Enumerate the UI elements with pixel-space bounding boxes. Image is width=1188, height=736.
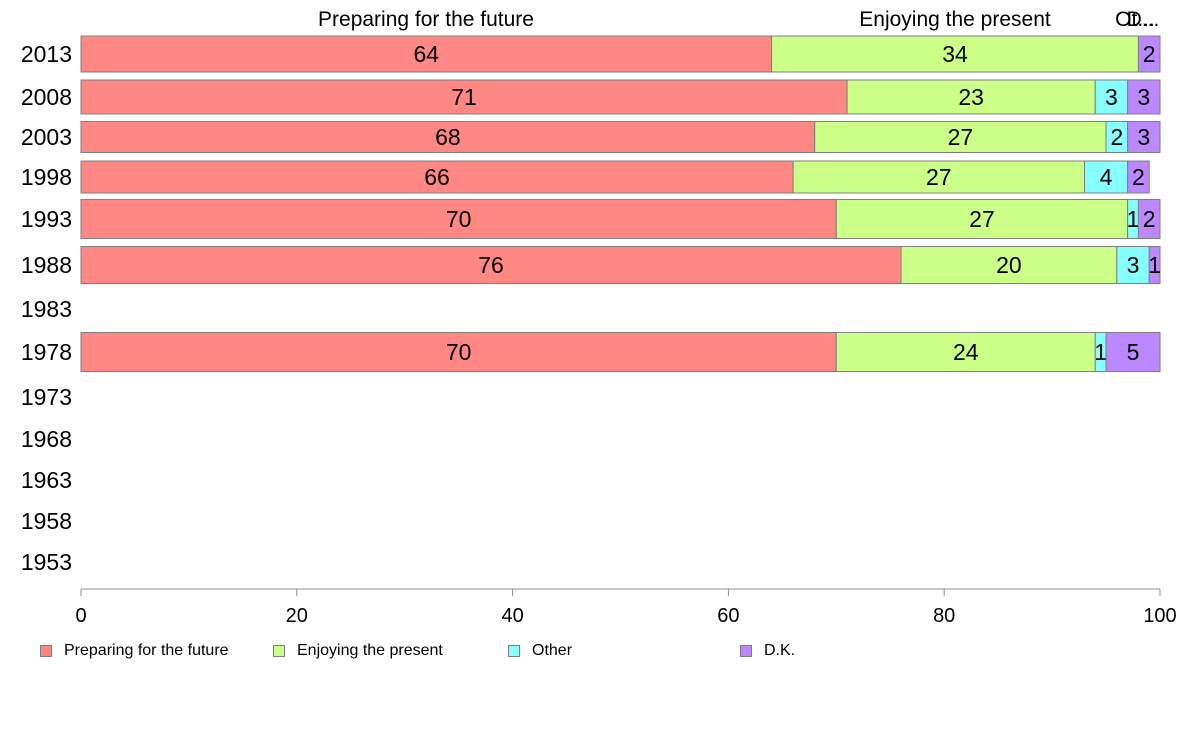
x-tick-label: 100 (1143, 605, 1176, 627)
y-tick-label: 1978 (21, 339, 72, 365)
data-label: 3 (1127, 252, 1140, 278)
y-tick-label: 2008 (21, 84, 72, 110)
y-tick-label: 1988 (21, 252, 72, 278)
data-label: 66 (424, 164, 450, 190)
data-label: 70 (446, 206, 472, 232)
bar-segment (1137, 35, 1161, 73)
y-tick-label: 1958 (21, 508, 72, 534)
stacked-bar-chart: Preparing for the future Enjoying the pre… (21, 8, 1177, 627)
data-label: 24 (953, 339, 979, 365)
bar-segment (1083, 160, 1129, 194)
legend-label: Preparing for the future (64, 642, 229, 659)
bar-segment (814, 121, 1107, 153)
legend-label: D.K. (764, 642, 796, 659)
data-label: 64 (413, 41, 439, 67)
x-tick-label: 20 (286, 605, 308, 627)
bar-segment (1094, 79, 1129, 115)
bar-segment (900, 246, 1118, 284)
data-label: 27 (969, 206, 995, 232)
y-tick-label: 1983 (21, 296, 72, 322)
legend-swatch (508, 645, 520, 657)
y-tick-label: 1998 (21, 164, 72, 190)
data-label: 27 (948, 124, 974, 150)
data-label: 34 (942, 41, 968, 67)
bar-segment (835, 199, 1129, 239)
legend-item: Preparing for the future (40, 642, 229, 660)
data-label: 1 (1148, 252, 1161, 278)
data-label: 2 (1143, 41, 1156, 67)
bar-segment (1148, 246, 1161, 284)
data-label: 2 (1132, 164, 1145, 190)
data-label: 20 (996, 252, 1022, 278)
legend-label: Enjoying the present (297, 642, 443, 659)
y-tick-label: 2003 (21, 124, 72, 150)
bar-segment (80, 332, 837, 372)
x-axis: 0 20 40 60 80 100 (75, 588, 1177, 627)
bar-segment (1127, 79, 1161, 115)
x-tick-label: 80 (933, 605, 955, 627)
data-label: 3 (1105, 84, 1118, 110)
bars: 64 34 271 23 3 368 27 2 366 27 4 270 27 1 276 20 3 170 24 1… (80, 35, 1161, 372)
bar-segment (80, 79, 848, 115)
data-label: 27 (926, 164, 952, 190)
bar-segment (792, 160, 1085, 194)
data-label: 2 (1143, 206, 1156, 232)
data-label: 1 (1127, 206, 1140, 232)
bar-segment (80, 121, 816, 153)
y-tick-label: 1993 (21, 206, 72, 232)
data-label: 5 (1127, 339, 1140, 365)
bar-segment (835, 332, 1096, 372)
data-label: 4 (1100, 164, 1113, 190)
legend-swatch (273, 645, 285, 657)
data-label: 76 (478, 252, 504, 278)
data-label: 1 (1094, 339, 1107, 365)
legend: Preparing for the future Enjoying the pre… (40, 642, 1140, 664)
bar-segment (1105, 332, 1161, 372)
legend-item: Other (508, 642, 572, 660)
legend-item: D.K. (740, 642, 795, 660)
data-label: 2 (1110, 124, 1123, 150)
bar-segment (1127, 160, 1150, 194)
bar-segment (80, 160, 794, 194)
y-tick-label: 1963 (21, 467, 72, 493)
bar-segment (1137, 199, 1161, 239)
y-tick-label: 1968 (21, 426, 72, 452)
legend-label: Other (532, 642, 573, 659)
x-tick-label: 60 (717, 605, 739, 627)
y-tick-label: 2013 (21, 41, 72, 67)
bar-segment (846, 79, 1096, 115)
bar-segment (80, 199, 837, 239)
data-label: 23 (958, 84, 984, 110)
bar-segment (1127, 121, 1161, 153)
data-label: 71 (451, 84, 477, 110)
column-header-label: Enjoying the present (859, 8, 1051, 31)
y-tick-label: 1953 (21, 549, 72, 575)
data-label: 3 (1137, 84, 1150, 110)
column-header-label: Preparing for the future (318, 8, 534, 31)
column-header-labels: Preparing for the future Enjoying the pre… (318, 8, 1159, 31)
column-header-label: D... (1127, 8, 1160, 31)
legend-item: Enjoying the present (273, 642, 443, 660)
x-tick-label: 40 (501, 605, 523, 627)
y-axis-labels: 2013 2008 2003 1998 1993 1988 1983 1978 1973 1968… (21, 41, 72, 575)
bar-segment (771, 35, 1139, 73)
legend-swatch (740, 645, 752, 657)
data-label: 70 (446, 339, 472, 365)
y-tick-label: 1973 (21, 384, 72, 410)
column-header-label: Ot... (1115, 8, 1155, 31)
data-label: 68 (435, 124, 461, 150)
bar-segment (1116, 246, 1150, 284)
data-label: 3 (1137, 124, 1150, 150)
x-tick-label: 0 (75, 605, 86, 627)
bar-segment (80, 246, 902, 284)
legend-swatch (40, 645, 52, 657)
